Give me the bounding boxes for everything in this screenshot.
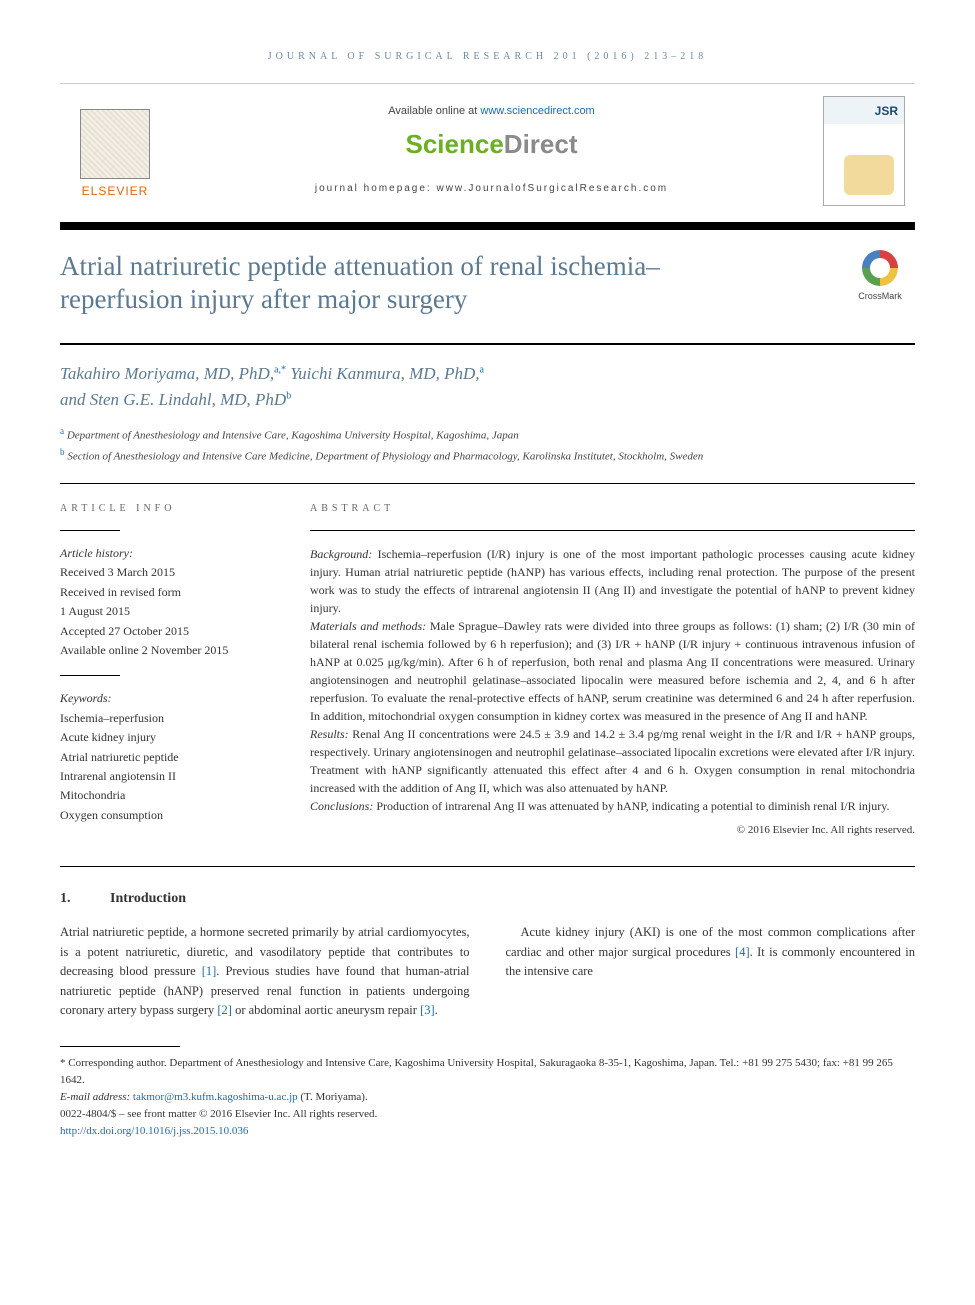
and-word: and <box>60 390 90 409</box>
crossmark-badge[interactable]: CrossMark <box>845 250 915 303</box>
available-online-line: Available online at www.sciencedirect.co… <box>160 104 823 120</box>
intro-para-2: Acute kidney injury (AKI) is one of the … <box>506 923 916 981</box>
keyword-4: Intrarenal angiotensin II <box>60 768 270 785</box>
author-3-aff[interactable]: b <box>286 390 291 401</box>
elsevier-wordmark: ELSEVIER <box>82 183 149 200</box>
affiliation-b: b Section of Anesthesiology and Intensiv… <box>60 445 915 466</box>
mid-rule <box>60 483 915 484</box>
abs-res-head: Results: <box>310 727 349 741</box>
cover-art-icon <box>844 155 894 195</box>
keywords-block: Keywords: Ischemia–reperfusion Acute kid… <box>60 690 270 824</box>
abs-con-head: Conclusions: <box>310 799 373 813</box>
journal-homepage: journal homepage: www.JournalofSurgicalR… <box>160 182 823 197</box>
footnote-rule <box>60 1046 180 1047</box>
center-links: Available online at www.sciencedirect.co… <box>160 104 823 196</box>
author-1: Takahiro Moriyama, MD, PhD, <box>60 364 274 383</box>
history-revised-a: Received in revised form <box>60 584 270 601</box>
sciencedirect-link[interactable]: www.sciencedirect.com <box>480 105 594 117</box>
email-suffix: (T. Moriyama). <box>298 1091 368 1103</box>
short-rule-2 <box>60 675 120 676</box>
ref-2[interactable]: [2] <box>217 1003 232 1017</box>
journal-reference: JOURNAL OF SURGICAL RESEARCH 201 (2016) … <box>60 50 915 65</box>
article-title: Atrial natriuretic peptide attenuation o… <box>60 250 760 318</box>
email-line: E-mail address: takmor@m3.kufm.kagoshima… <box>60 1089 915 1106</box>
short-rule-1 <box>60 530 120 531</box>
author-3: Sten G.E. Lindahl, MD, PhD <box>90 390 286 409</box>
keywords-heading: Keywords: <box>60 690 270 707</box>
abstract-column: ABSTRACT Background: Ischemia–reperfusio… <box>310 502 915 841</box>
abstract-rule <box>310 530 915 531</box>
cover-label: JSR <box>875 103 898 120</box>
keyword-2: Acute kidney injury <box>60 729 270 746</box>
sd-logo-word-a: Science <box>406 129 504 159</box>
abstract-label: ABSTRACT <box>310 502 915 517</box>
section-1-title: Introduction <box>110 891 186 906</box>
affiliation-a: a Department of Anesthesiology and Inten… <box>60 424 915 445</box>
history-heading: Article history: <box>60 545 270 562</box>
abstract-text: Background: Ischemia–reperfusion (I/R) i… <box>310 545 915 815</box>
affiliations: a Department of Anesthesiology and Inten… <box>60 424 915 467</box>
article-history: Article history: Received 3 March 2015 R… <box>60 545 270 659</box>
author-list: Takahiro Moriyama, MD, PhD,a,* Yuichi Ka… <box>60 361 915 412</box>
author-2: Yuichi Kanmura, MD, PhD, <box>290 364 479 383</box>
author-1-aff[interactable]: a, <box>274 364 281 375</box>
abs-con: Production of intrarenal Ang II was atte… <box>373 799 889 813</box>
history-received: Received 3 March 2015 <box>60 564 270 581</box>
journal-cover-thumbnail[interactable]: JSR <box>823 96 905 206</box>
ref-3[interactable]: [3] <box>420 1003 435 1017</box>
history-accepted: Accepted 27 October 2015 <box>60 623 270 640</box>
corresponding-author: * Corresponding author. Department of An… <box>60 1055 915 1089</box>
affiliation-a-text: Department of Anesthesiology and Intensi… <box>67 430 519 442</box>
sciencedirect-logo[interactable]: ScienceDirect <box>160 126 823 164</box>
abs-mm-head: Materials and methods: <box>310 619 426 633</box>
abs-bg: Ischemia–reperfusion (I/R) injury is one… <box>310 547 915 615</box>
author-email-link[interactable]: takmor@m3.kufm.kagoshima-u.ac.jp <box>133 1091 298 1103</box>
intro-para-1: Atrial natriuretic peptide, a hormone se… <box>60 923 470 1020</box>
publisher-panel: ELSEVIER Available online at www.science… <box>60 83 915 222</box>
affiliation-b-text: Section of Anesthesiology and Intensive … <box>67 451 703 463</box>
title-rule <box>60 343 915 345</box>
ref-1[interactable]: [1] <box>202 964 217 978</box>
abstract-copyright: © 2016 Elsevier Inc. All rights reserved… <box>310 823 915 839</box>
elsevier-logo[interactable]: ELSEVIER <box>70 101 160 201</box>
keyword-5: Mitochondria <box>60 787 270 804</box>
ref-4[interactable]: [4] <box>735 945 750 959</box>
history-online: Available online 2 November 2015 <box>60 642 270 659</box>
article-info-label: ARTICLE INFO <box>60 502 270 517</box>
body-rule <box>60 866 915 867</box>
thick-rule <box>60 222 915 230</box>
sd-logo-word-b: Direct <box>504 129 578 159</box>
email-label: E-mail address: <box>60 1091 133 1103</box>
corresponding-star-icon[interactable]: * <box>281 364 286 375</box>
section-1-heading: 1.Introduction <box>60 889 915 909</box>
elsevier-tree-icon <box>80 109 150 179</box>
doi-link[interactable]: http://dx.doi.org/10.1016/j.jss.2015.10.… <box>60 1125 248 1137</box>
keyword-1: Ischemia–reperfusion <box>60 710 270 727</box>
keyword-6: Oxygen consumption <box>60 807 270 824</box>
abs-mm: Male Sprague–Dawley rats were divided in… <box>310 619 915 723</box>
keyword-3: Atrial natriuretic peptide <box>60 749 270 766</box>
author-2-aff[interactable]: a <box>480 364 484 375</box>
crossmark-icon <box>862 250 898 286</box>
available-prefix: Available online at <box>388 105 480 117</box>
footnotes: * Corresponding author. Department of An… <box>60 1055 915 1140</box>
article-info-column: ARTICLE INFO Article history: Received 3… <box>60 502 270 841</box>
abs-bg-head: Background: <box>310 547 372 561</box>
crossmark-label: CrossMark <box>845 290 915 303</box>
section-1-number: 1. <box>60 889 110 909</box>
body-text: Atrial natriuretic peptide, a hormone se… <box>60 923 915 1020</box>
history-revised-b: 1 August 2015 <box>60 603 270 620</box>
abs-res: Renal Ang II concentrations were 24.5 ± … <box>310 727 915 795</box>
issn-line: 0022-4804/$ – see front matter © 2016 El… <box>60 1106 915 1123</box>
